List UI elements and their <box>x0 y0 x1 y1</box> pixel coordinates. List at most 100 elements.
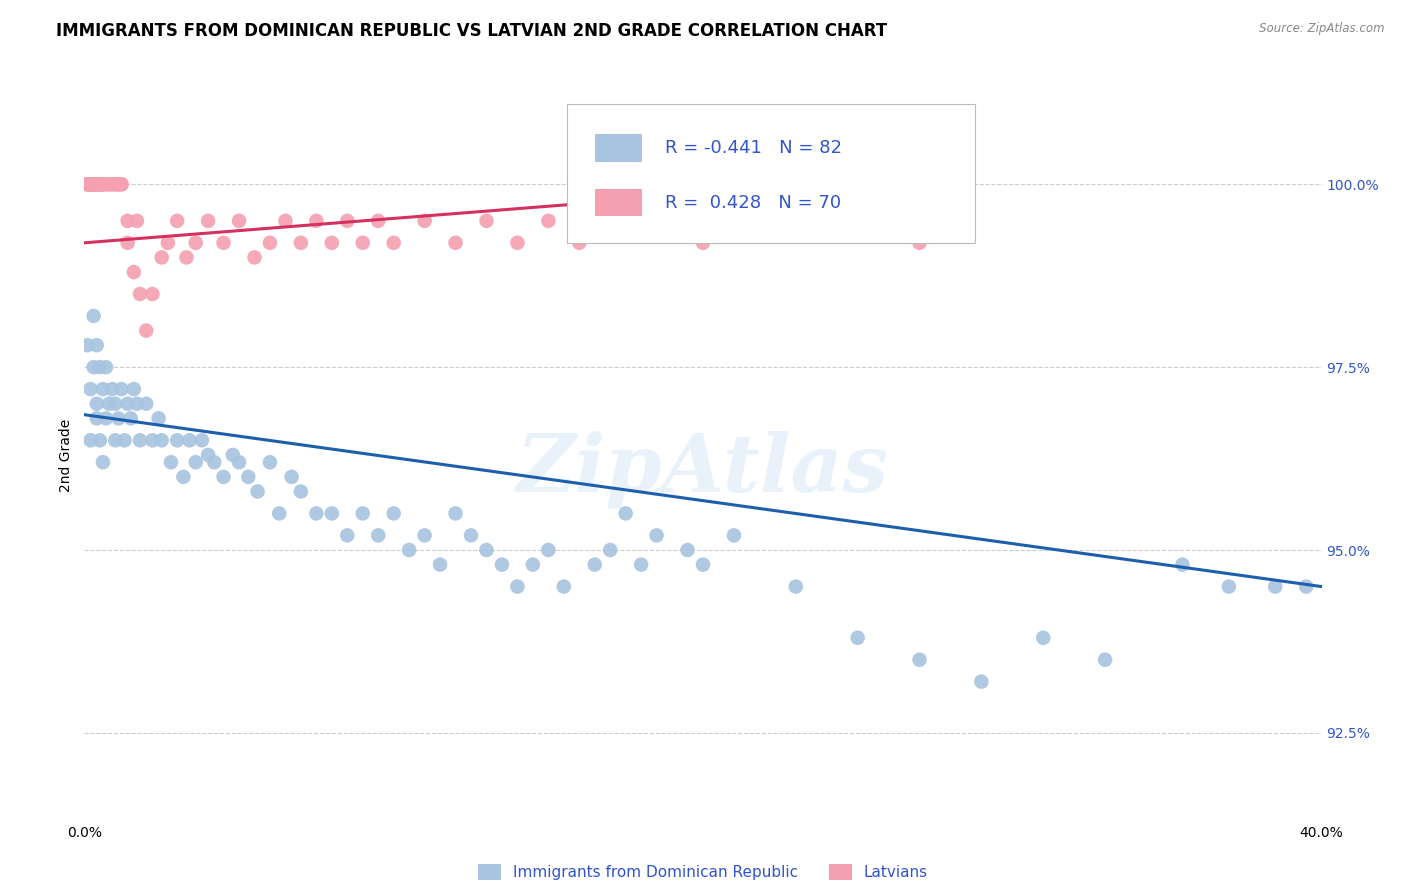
Point <box>79 434 101 448</box>
Point <box>222 448 245 462</box>
Point <box>305 507 328 521</box>
Point <box>179 434 201 448</box>
Point <box>141 287 163 301</box>
Point <box>160 455 183 469</box>
Point <box>259 455 281 469</box>
Point <box>243 251 266 265</box>
Point <box>83 309 105 323</box>
Point <box>1094 653 1116 667</box>
Point <box>156 235 179 250</box>
Point <box>553 580 575 594</box>
Text: Source: ZipAtlas.com: Source: ZipAtlas.com <box>1260 22 1385 36</box>
FancyBboxPatch shape <box>567 103 976 243</box>
Text: ZipAtlas: ZipAtlas <box>517 431 889 508</box>
Text: R =  0.428   N = 70: R = 0.428 N = 70 <box>665 194 841 211</box>
Point <box>89 178 111 192</box>
FancyBboxPatch shape <box>595 189 643 217</box>
Point <box>129 287 152 301</box>
Point <box>76 178 98 192</box>
Point <box>86 411 108 425</box>
Point <box>76 178 98 192</box>
Point <box>290 235 312 250</box>
Point <box>122 382 145 396</box>
Point <box>290 484 312 499</box>
Point <box>125 214 148 228</box>
Point <box>135 397 157 411</box>
Point <box>382 507 405 521</box>
Point <box>305 214 328 228</box>
Point <box>79 178 101 192</box>
Point <box>76 338 98 352</box>
Point <box>86 338 108 352</box>
Point <box>83 178 105 192</box>
Point <box>76 178 98 192</box>
Point <box>259 235 281 250</box>
Point <box>321 507 343 521</box>
Point <box>269 507 291 521</box>
Y-axis label: 2nd Grade: 2nd Grade <box>59 418 73 491</box>
Point <box>212 470 235 484</box>
Point <box>104 434 127 448</box>
Point <box>614 507 637 521</box>
Point <box>228 214 250 228</box>
Point <box>506 235 529 250</box>
Point <box>599 543 621 558</box>
Point <box>86 397 108 411</box>
Point <box>692 558 714 572</box>
Point <box>172 470 194 484</box>
Point <box>212 235 235 250</box>
Point <box>120 411 142 425</box>
Point <box>91 455 114 469</box>
Point <box>176 251 198 265</box>
Point <box>475 543 498 558</box>
Point <box>274 214 297 228</box>
Point <box>785 214 807 228</box>
Point <box>367 214 389 228</box>
Point <box>336 528 359 542</box>
Point <box>1264 580 1286 594</box>
Point <box>135 324 157 338</box>
Point <box>98 397 121 411</box>
Point <box>79 382 101 396</box>
Point <box>1171 558 1194 572</box>
Point <box>91 178 114 192</box>
Point <box>506 580 529 594</box>
Point <box>599 214 621 228</box>
Point <box>197 448 219 462</box>
Point <box>336 214 359 228</box>
Point <box>141 434 163 448</box>
Point <box>202 455 225 469</box>
Point <box>475 214 498 228</box>
Point <box>908 653 931 667</box>
Point <box>125 397 148 411</box>
Point <box>238 470 260 484</box>
Point <box>129 434 152 448</box>
Point <box>568 235 591 250</box>
Point <box>246 484 269 499</box>
Point <box>107 178 129 192</box>
Point <box>460 528 482 542</box>
Point <box>79 178 101 192</box>
Point <box>723 528 745 542</box>
Point <box>184 455 207 469</box>
Point <box>104 178 127 192</box>
FancyBboxPatch shape <box>595 134 643 161</box>
Point <box>79 178 101 192</box>
Point <box>429 558 451 572</box>
Point <box>83 360 105 375</box>
Point <box>150 251 173 265</box>
Point <box>413 214 436 228</box>
Point <box>166 214 188 228</box>
Text: R = -0.441   N = 82: R = -0.441 N = 82 <box>665 139 842 157</box>
Point <box>94 411 117 425</box>
Point <box>166 434 188 448</box>
Point <box>382 235 405 250</box>
Point <box>91 178 114 192</box>
Point <box>522 558 544 572</box>
Point <box>86 178 108 192</box>
Point <box>94 178 117 192</box>
Point <box>352 507 374 521</box>
Point <box>110 382 132 396</box>
Point <box>83 178 105 192</box>
Point <box>352 235 374 250</box>
